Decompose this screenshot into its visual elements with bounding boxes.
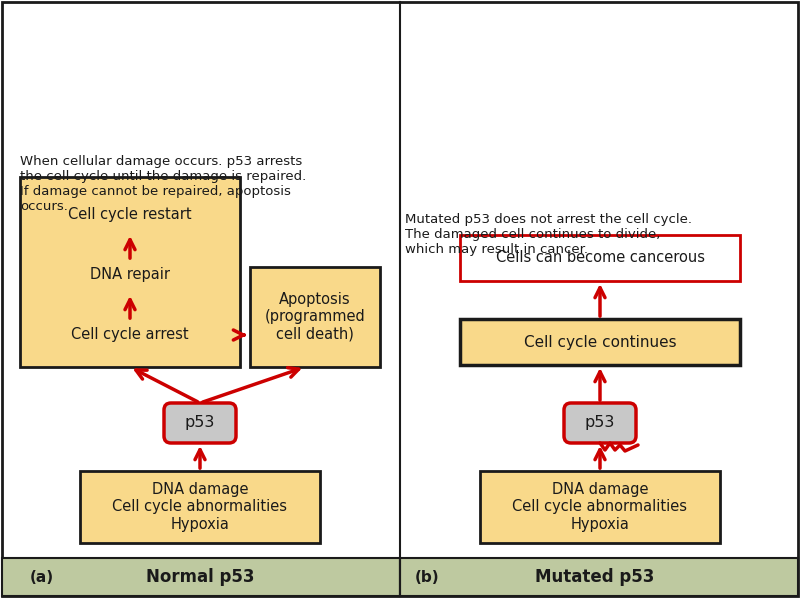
Text: DNA damage
Cell cycle abnormalities
Hypoxia: DNA damage Cell cycle abnormalities Hypo… [113, 482, 287, 532]
Text: Cell cycle restart: Cell cycle restart [68, 208, 192, 222]
Text: Cell cycle arrest: Cell cycle arrest [71, 328, 189, 343]
Text: p53: p53 [585, 416, 615, 431]
FancyBboxPatch shape [460, 235, 740, 281]
FancyBboxPatch shape [2, 558, 400, 596]
FancyBboxPatch shape [400, 558, 798, 596]
FancyBboxPatch shape [250, 267, 380, 367]
Text: Apoptosis
(programmed
cell death): Apoptosis (programmed cell death) [265, 292, 366, 342]
FancyBboxPatch shape [460, 319, 740, 365]
Text: Mutated p53: Mutated p53 [535, 568, 654, 586]
FancyBboxPatch shape [20, 177, 240, 367]
Text: When cellular damage occurs. p53 arrests
the cell cycle until the damage is repa: When cellular damage occurs. p53 arrests… [20, 155, 306, 213]
Text: Mutated p53 does not arrest the cell cycle.
The damaged cell continues to divide: Mutated p53 does not arrest the cell cyc… [405, 213, 692, 256]
Text: p53: p53 [185, 416, 215, 431]
FancyBboxPatch shape [80, 471, 320, 543]
Text: Normal p53: Normal p53 [146, 568, 254, 586]
Text: (b): (b) [415, 569, 440, 584]
Text: DNA repair: DNA repair [90, 267, 170, 282]
Text: Cell cycle continues: Cell cycle continues [524, 334, 676, 349]
FancyBboxPatch shape [164, 403, 236, 443]
Text: Cells can become cancerous: Cells can become cancerous [495, 251, 705, 266]
FancyBboxPatch shape [564, 403, 636, 443]
Text: DNA damage
Cell cycle abnormalities
Hypoxia: DNA damage Cell cycle abnormalities Hypo… [513, 482, 687, 532]
Text: (a): (a) [30, 569, 54, 584]
FancyBboxPatch shape [480, 471, 720, 543]
